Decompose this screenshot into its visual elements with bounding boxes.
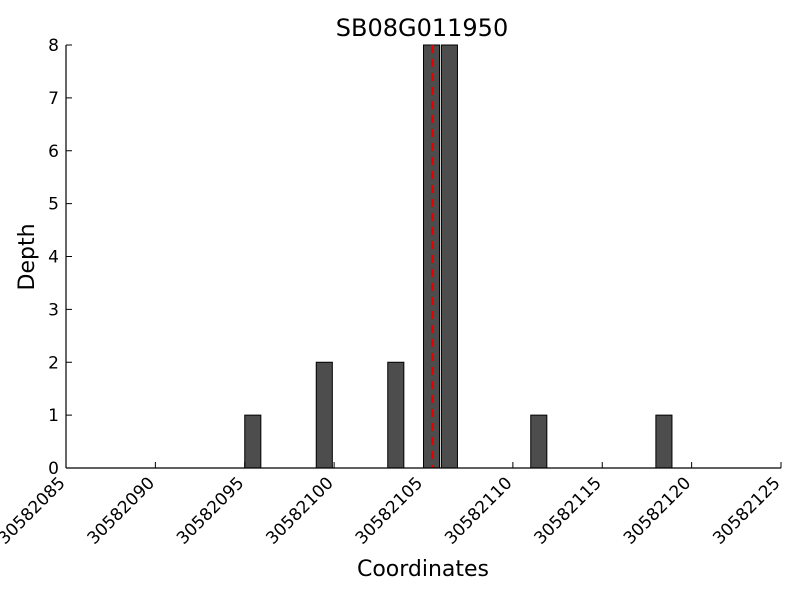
x-tick-label: 30582120 [620,473,695,548]
y-axis-title: Depth [15,223,40,290]
x-tick-label: 30582095 [173,473,248,548]
x-axis-title: Coordinates [357,557,489,582]
bar [244,414,262,469]
x-tick-label: 30582090 [84,473,159,548]
y-tick-label: 7 [48,89,59,109]
bar [387,361,405,469]
y-tick-label: 2 [48,353,59,373]
x-ticks: 30582085 30582090 30582095 30582100 30582105… [0,462,785,549]
bars [244,44,673,469]
y-tick-label: 8 [48,36,59,56]
y-tick-label: 0 [48,459,59,479]
y-tick-label: 4 [48,248,59,268]
chart-title: SB08G011950 [336,14,508,42]
y-tick-label: 5 [48,195,59,215]
bar [530,414,548,469]
x-tick-label: 30582115 [530,473,605,548]
bar [440,44,458,469]
x-tick-label: 30582125 [709,473,784,548]
y-tick-label: 3 [48,300,59,320]
y-tick-label: 6 [48,142,59,162]
x-tick-label: 30582110 [441,473,516,548]
bar [315,361,333,469]
y-ticks: 0 1 2 3 4 5 6 7 8 [48,36,72,479]
y-tick-label: 1 [48,406,59,426]
x-tick-label: 30582085 [0,473,70,548]
x-tick-label: 30582105 [352,473,427,548]
bar [655,414,673,469]
x-tick-label: 30582100 [262,473,337,548]
